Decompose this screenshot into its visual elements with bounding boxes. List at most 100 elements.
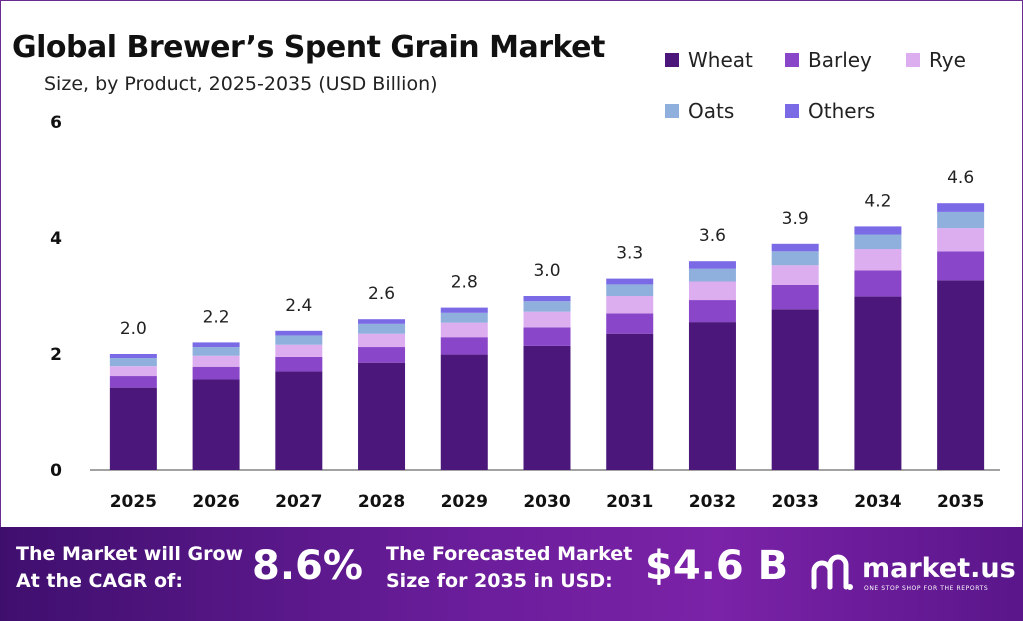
bar-total-label: 3.9 (782, 209, 809, 229)
legend-label-rye: Rye (929, 48, 966, 72)
bar-segment-oats (275, 335, 323, 345)
cagr-label: The Market will Grow At the CAGR of: (16, 541, 243, 595)
bar-segment-wheat (523, 345, 571, 470)
bar-segment-barley (192, 366, 240, 380)
bar-segment-wheat (275, 371, 323, 470)
cagr-value: 8.6% (252, 543, 363, 589)
legend-item-barley: Barley (785, 48, 872, 72)
bar-segment-rye (192, 355, 240, 367)
bar-total-label: 2.8 (451, 273, 478, 293)
bar-segment-oats (606, 284, 654, 296)
bar-segment-wheat (688, 322, 736, 470)
bar-segment-barley (937, 251, 985, 281)
bar-segment-barley (440, 337, 488, 355)
cagr-label-line1: The Market will Grow (16, 543, 244, 565)
x-tick-label: 2025 (110, 492, 157, 512)
bar-segment-oats (854, 234, 902, 250)
bar-segment-others (771, 243, 819, 252)
bar-segment-rye (523, 311, 571, 328)
bar-total-label: 4.6 (947, 168, 974, 188)
bar-segment-oats (523, 301, 571, 312)
brand-tagline: ONE STOP SHOP FOR THE REPORTS (864, 585, 989, 592)
bar-segment-others (937, 203, 985, 212)
bar-segment-barley (606, 313, 654, 334)
bar-segment-rye (358, 333, 406, 348)
bar-segment-others (606, 278, 654, 285)
legend-swatch-others (785, 104, 799, 118)
bar-segment-barley (275, 356, 323, 372)
bar-segment-oats (109, 358, 157, 367)
x-tick-label: 2028 (358, 492, 405, 512)
bar-segment-barley (688, 300, 736, 323)
legend-swatch-oats (665, 104, 679, 118)
bar-total-label: 2.0 (120, 319, 147, 339)
chart-title: Global Brewer’s Spent Grain Market (12, 30, 605, 65)
y-tick-label: 4 (50, 229, 62, 249)
bar-segment-wheat (109, 387, 157, 470)
bar-segment-rye (688, 281, 736, 301)
bar-segment-oats (440, 312, 488, 323)
legend-label-oats: Oats (688, 99, 735, 123)
market-us-logo-icon (811, 554, 853, 590)
stacked-bar-chart: 0 2 4 6 2.0 2025 2.2 2026 2.4 2027 2.6 2028 2.8 2029 3… (50, 113, 1000, 512)
bar-segment-wheat (854, 296, 902, 470)
legend-label-barley: Barley (808, 48, 872, 72)
bar-segment-rye (854, 249, 902, 271)
legend-swatch-rye (906, 53, 920, 67)
bar-segment-wheat (440, 354, 488, 470)
bar-segment-barley (358, 347, 406, 363)
cagr-label-line2: At the CAGR of: (16, 570, 183, 592)
chart-subtitle: Size, by Product, 2025-2035 (USD Billion… (44, 73, 438, 95)
bar-total-label: 2.2 (203, 307, 230, 327)
bar-segment-others (440, 307, 488, 313)
bar-segment-others (109, 354, 157, 359)
legend-item-others: Others (785, 99, 875, 123)
legend: Wheat Barley Rye Oats Others (665, 48, 1005, 138)
bar-segment-oats (358, 323, 406, 334)
y-tick-label: 0 (50, 461, 62, 481)
forecast-label: The Forecasted Market Size for 2035 in U… (386, 541, 632, 595)
x-tick-label: 2035 (937, 492, 984, 512)
x-tick-label: 2033 (772, 492, 819, 512)
bar-segment-barley (854, 270, 902, 297)
bar-total-label: 4.2 (864, 191, 891, 211)
bar-segment-wheat (937, 280, 985, 470)
bar-segment-rye (109, 366, 157, 377)
bar-segment-rye (771, 265, 819, 285)
bar-segment-barley (523, 327, 571, 346)
y-tick-label: 6 (50, 113, 62, 133)
legend-item-wheat: Wheat (665, 48, 753, 72)
brand-logo: market.us ONE STOP SHOP FOR THE REPORTS (810, 553, 1016, 597)
bar-total-label: 3.6 (699, 226, 726, 246)
bar-segment-oats (688, 268, 736, 282)
bar-total-label: 2.6 (368, 284, 395, 304)
x-tick-label: 2032 (689, 492, 736, 512)
footer-banner (0, 527, 1023, 621)
legend-swatch-wheat (665, 53, 679, 67)
bar-segment-wheat (358, 362, 406, 470)
bar-segment-others (854, 226, 902, 235)
legend-swatch-barley (785, 53, 799, 67)
forecast-label-line2: Size for 2035 in USD: (386, 570, 613, 592)
x-tick-label: 2031 (606, 492, 653, 512)
bar-segment-rye (275, 344, 323, 357)
bar-segment-wheat (606, 333, 654, 470)
bar-segment-rye (937, 228, 985, 252)
bar-segment-rye (440, 322, 488, 338)
bar-segment-barley (771, 284, 819, 310)
x-tick-label: 2030 (523, 492, 570, 512)
bar-segment-wheat (192, 379, 240, 470)
x-tick-label: 2027 (275, 492, 322, 512)
bar-segment-barley (109, 376, 157, 388)
y-tick-label: 2 (50, 345, 62, 365)
bar-segment-others (192, 342, 240, 348)
forecast-value: $4.6 B (645, 543, 789, 589)
bar-segment-rye (606, 296, 654, 314)
legend-label-others: Others (808, 99, 876, 123)
bar-segment-oats (937, 211, 985, 229)
legend-label-wheat: Wheat (688, 48, 753, 72)
bar-segment-others (523, 296, 571, 302)
bar-total-label: 3.3 (616, 244, 643, 264)
bar-segment-others (688, 261, 736, 269)
bar-segment-others (358, 319, 406, 324)
